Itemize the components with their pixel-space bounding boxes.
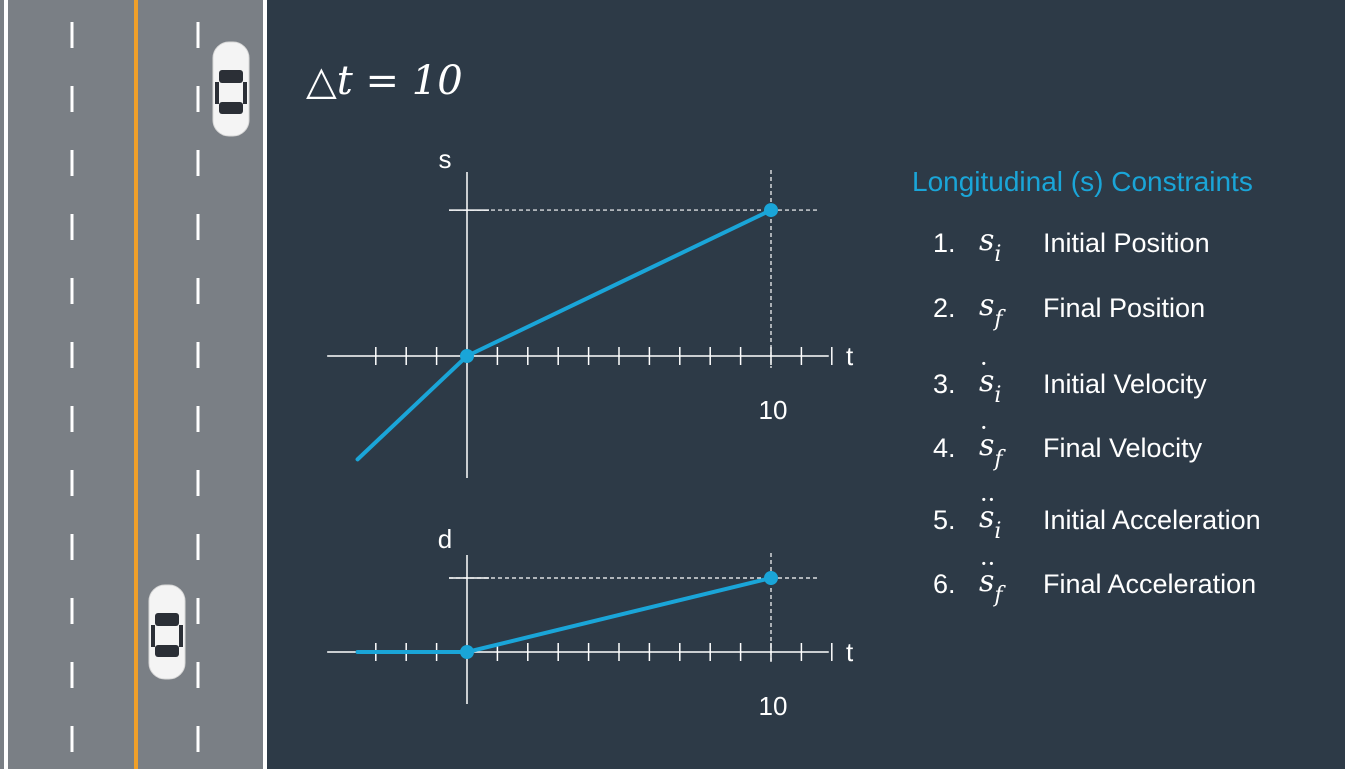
symbol-base: s — [979, 223, 995, 258]
constraint-item: 6. ·· sf Final Acceleration — [933, 550, 1257, 608]
lane-dash — [70, 470, 74, 496]
car-bottom — [148, 584, 186, 680]
series-line — [355, 208, 773, 462]
data-point — [460, 349, 474, 363]
lane-dash — [70, 662, 74, 688]
constraint-symbol: ·· si — [979, 486, 1043, 544]
constraint-item: 1. si Initial Position — [933, 223, 1210, 267]
charts: s t 10 d t 10 — [327, 144, 854, 721]
lane-dash — [196, 150, 200, 176]
derivative-dots: · — [980, 414, 988, 442]
x-axis-label: t — [846, 637, 854, 667]
center-line — [134, 0, 138, 769]
derivative-dots: ·· — [980, 486, 996, 514]
lane-dash — [196, 342, 200, 368]
lane-dash — [196, 22, 200, 48]
lane-dash — [196, 406, 200, 432]
constraint-number: 4. — [933, 432, 956, 463]
constraint-symbol: · si — [979, 350, 1043, 408]
lane-dash — [196, 470, 200, 496]
series-line — [355, 576, 773, 654]
lane-dash — [70, 214, 74, 240]
constraint-item: 4. · sf Final Velocity — [933, 414, 1203, 472]
symbol-base: s — [979, 288, 995, 323]
car-top — [212, 41, 250, 137]
lane-dashes — [70, 22, 200, 752]
lane-dash — [70, 278, 74, 304]
lane-dash — [70, 86, 74, 112]
lane-dash — [70, 406, 74, 432]
chart-d-vs-t: d t 10 — [327, 524, 854, 721]
constraint-number: 5. — [933, 504, 956, 535]
lane-dash — [196, 662, 200, 688]
lane-dash — [70, 150, 74, 176]
chart-s-vs-t: s t 10 — [327, 144, 854, 478]
constraint-label: Final Position — [1043, 292, 1206, 323]
constraint-label: Initial Acceleration — [1043, 504, 1261, 535]
symbol-subscript: i — [994, 242, 1002, 267]
constraint-symbol: sf — [979, 288, 1043, 332]
lane-dash — [70, 726, 74, 752]
constraint-number: 6. — [933, 568, 956, 599]
constraint-item: 3. · si Initial Velocity — [933, 350, 1207, 408]
derivative-dots: · — [980, 350, 988, 378]
constraint-symbol: ·· sf — [979, 550, 1043, 608]
symbol-base: s — [979, 428, 995, 463]
constraint-symbol: si — [979, 223, 1043, 267]
constraint-label: Initial Position — [1043, 227, 1210, 258]
y-axis-label: s — [439, 144, 452, 174]
constraint-item: 2. sf Final Position — [933, 288, 1206, 332]
constraints-title: Longitudinal (s) Constraints — [912, 166, 1253, 197]
constraint-number: 3. — [933, 368, 956, 399]
delta-t-label: △t = 10 — [306, 58, 463, 104]
x-tick-label: 10 — [759, 691, 788, 721]
lane-dash — [196, 86, 200, 112]
lane-dash — [196, 278, 200, 304]
symbol-subscript: f — [994, 307, 1003, 332]
data-point — [764, 203, 778, 218]
x-tick-label: 10 — [759, 395, 788, 425]
constraint-label: Initial Velocity — [1043, 368, 1207, 399]
constraint-symbol: · sf — [979, 414, 1043, 472]
lane-dash — [196, 214, 200, 240]
lane-dash — [70, 534, 74, 560]
right-edge-line — [263, 0, 267, 769]
constraint-label: Final Velocity — [1043, 432, 1203, 463]
derivative-dots: ·· — [980, 550, 996, 578]
symbol-subscript: f — [994, 583, 1003, 608]
lane-dash — [70, 22, 74, 48]
y-axis-label: d — [438, 524, 452, 554]
symbol-base: s — [979, 364, 995, 399]
symbol-subscript: i — [994, 383, 1002, 408]
constraint-item: 5. ·· si Initial Acceleration — [933, 486, 1261, 544]
lane-dash — [70, 342, 74, 368]
symbol-subscript: f — [994, 447, 1003, 472]
lane-dash — [70, 598, 74, 624]
data-point — [764, 571, 778, 585]
symbol-base: s — [979, 500, 995, 535]
symbol-base: s — [979, 564, 995, 599]
lane-dash — [196, 534, 200, 560]
symbol-subscript: i — [994, 519, 1002, 544]
constraint-number: 2. — [933, 292, 956, 323]
road — [0, 0, 272, 769]
lane-dash — [196, 598, 200, 624]
data-point — [460, 645, 474, 659]
x-axis-label: t — [846, 341, 854, 371]
lane-dash — [196, 726, 200, 752]
left-edge-line — [4, 0, 8, 769]
constraint-label: Final Acceleration — [1043, 568, 1257, 599]
constraints-panel: Longitudinal (s) Constraints 1. si Initial… — [912, 160, 1342, 608]
constraint-number: 1. — [933, 227, 956, 258]
